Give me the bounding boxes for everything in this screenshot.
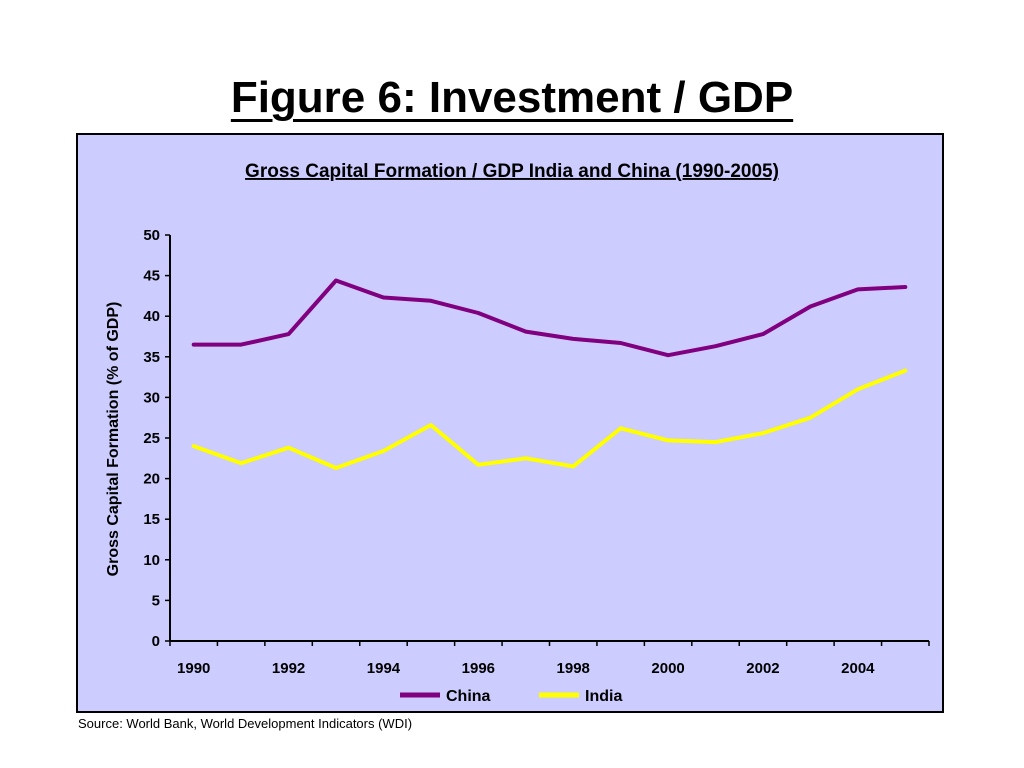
y-tick-label: 30: [143, 389, 160, 406]
chart-title: Gross Capital Formation / GDP India and …: [245, 161, 779, 182]
y-tick-label: 0: [152, 633, 160, 650]
source-note: Source: World Bank, World Development In…: [78, 716, 413, 731]
series-line-india: [191, 368, 908, 470]
legend: China India: [400, 688, 622, 705]
slide-title: Figure 6: Investment / GDP: [230, 73, 794, 122]
x-tick-label: 2002: [746, 660, 779, 677]
y-tick-label: 10: [143, 552, 160, 569]
series-lines: [191, 278, 908, 470]
series-line-china: [191, 278, 908, 358]
y-tick-label: 40: [143, 308, 160, 325]
x-tick-label: 1992: [272, 660, 305, 677]
x-tick-label: 2000: [651, 660, 684, 677]
x-tick-label: 1998: [557, 660, 590, 677]
y-axis-title: Gross Capital Formation (% of GDP): [105, 302, 122, 577]
axes: 0 5 10 15 20 25 30 35 40 45 50 1990 1992 1994 1996 1998…: [143, 227, 930, 677]
y-tick-label: 5: [152, 592, 160, 609]
x-tick-label: 2004: [841, 660, 875, 677]
x-tick-label: 1990: [177, 660, 210, 677]
y-tick-label: 15: [143, 511, 160, 528]
x-tick-label: 1996: [462, 660, 495, 677]
y-tick-label: 25: [143, 430, 160, 447]
legend-label-india: India: [585, 688, 622, 705]
y-tick-label: 35: [143, 349, 160, 366]
x-tick-label: 1994: [367, 660, 401, 677]
y-tick-label: 50: [143, 227, 160, 244]
chart-area: Gross Capital Formation / GDP India and …: [76, 133, 944, 713]
y-tick-label: 45: [143, 268, 160, 285]
line-chart: Gross Capital Formation / GDP India and …: [105, 161, 930, 705]
legend-label-china: China: [446, 688, 491, 705]
y-tick-label: 20: [143, 471, 160, 488]
